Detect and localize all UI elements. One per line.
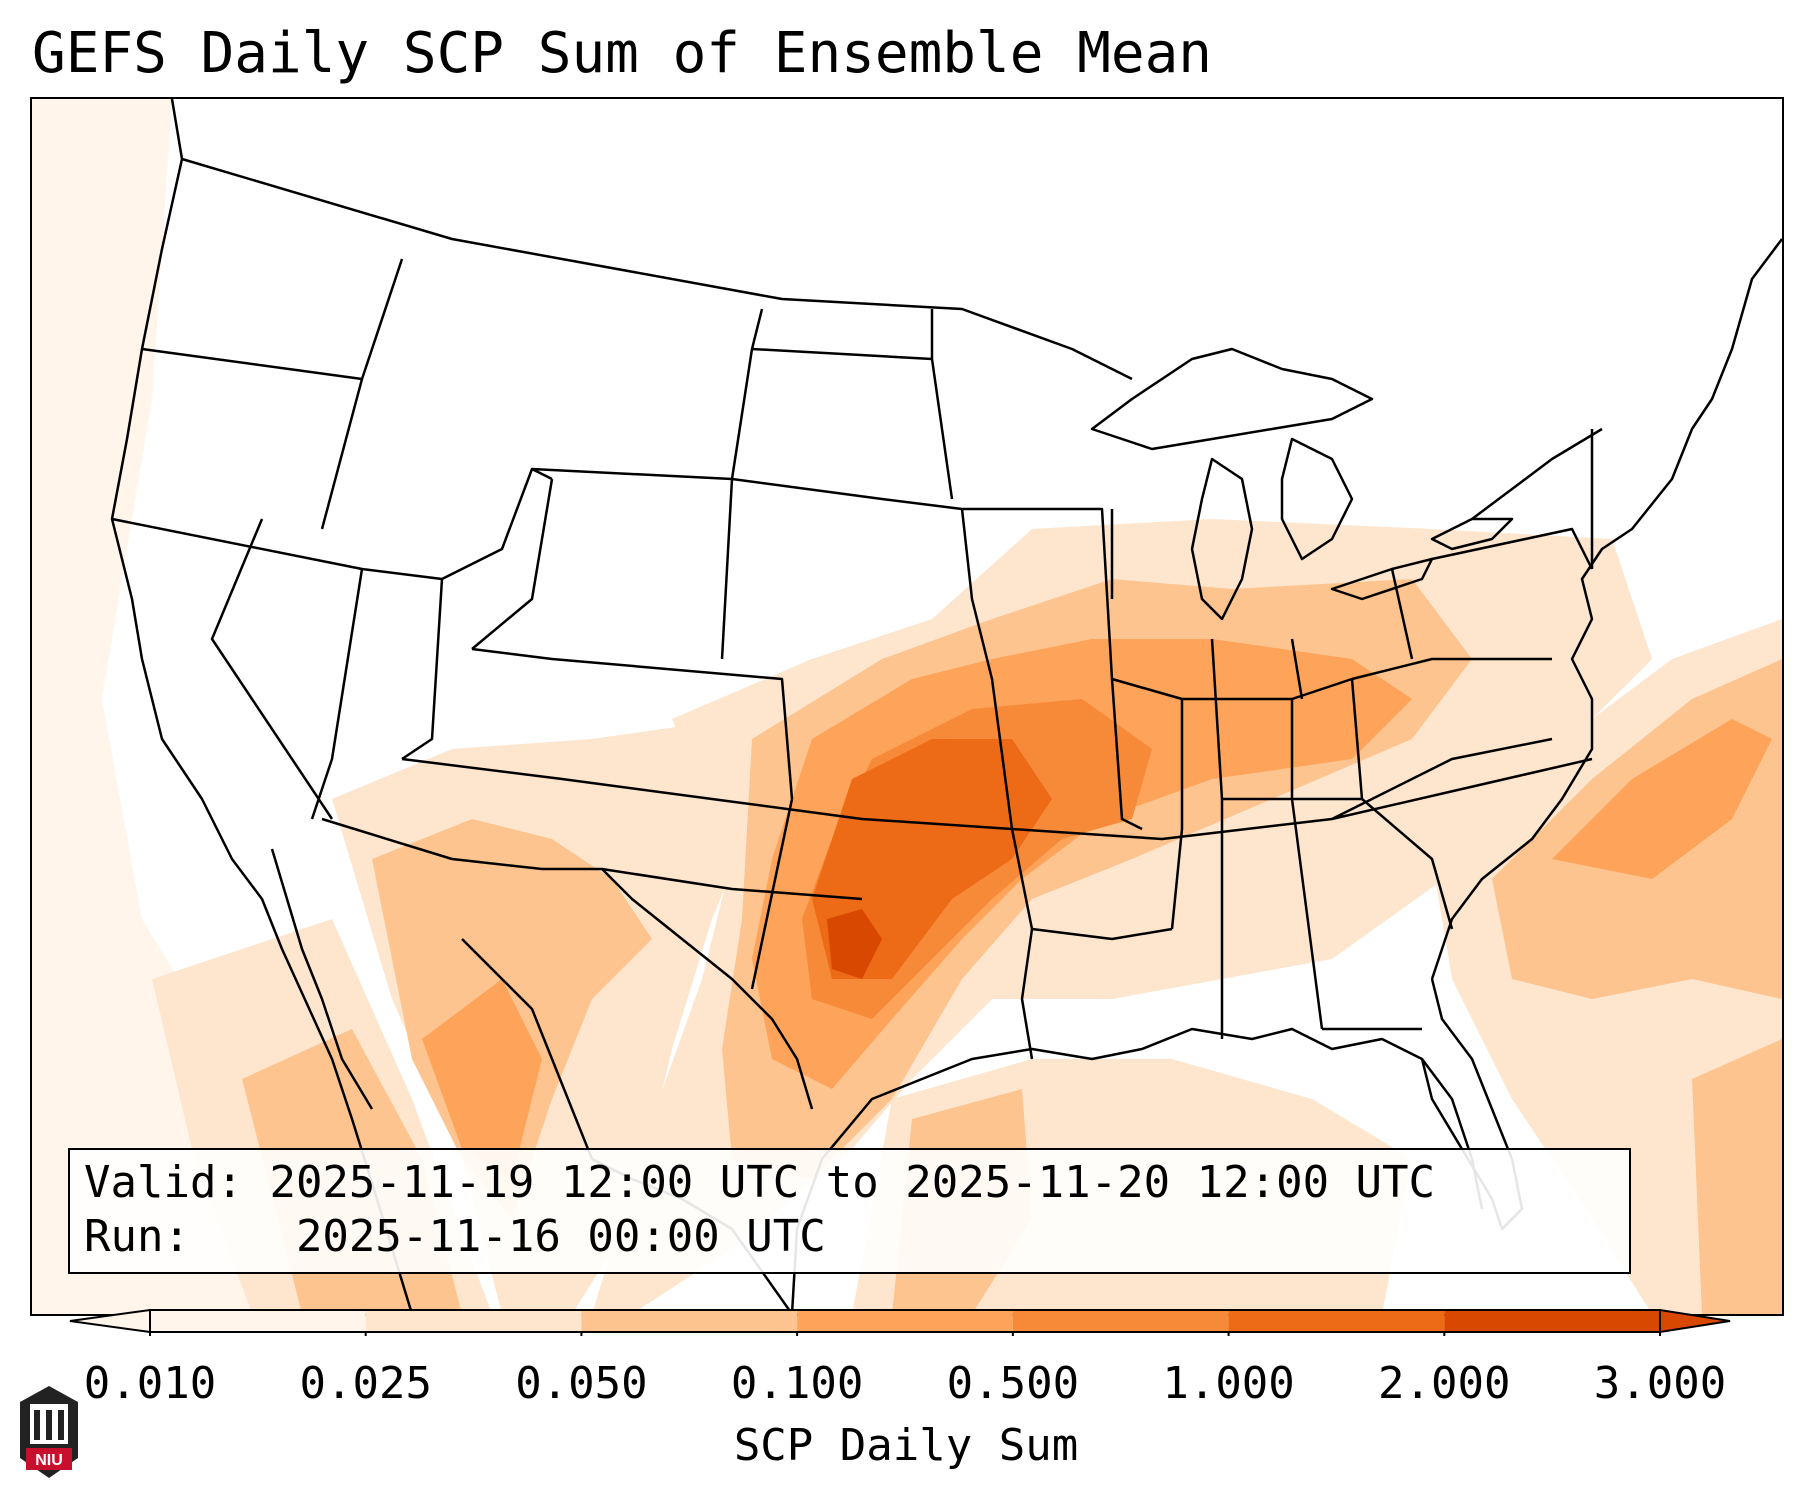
lake-michigan: [1190, 457, 1254, 621]
lake-huron: [1280, 437, 1354, 561]
colorbar-segment: [1228, 1310, 1445, 1332]
us-canada-border: [181, 157, 1133, 381]
lake-superior: [1090, 347, 1374, 451]
map-title: GEFS Daily SCP Sum of Ensemble Mean: [32, 21, 1213, 86]
west-coastline: [110, 99, 414, 1314]
colorbar-label: SCP Daily Sum: [733, 1420, 1079, 1471]
shade-mexico-mid2: [422, 979, 542, 1179]
colorbar-segment: [1444, 1310, 1660, 1332]
us-mexico-border: [321, 817, 814, 1110]
colorbar-tick-label: 0.100: [730, 1358, 864, 1409]
us-gulf-coast: [790, 1027, 1484, 1314]
map-panel: [30, 97, 1784, 1316]
colorbar-segment: [1012, 1310, 1229, 1332]
colorbar-outline: [149, 1309, 1661, 1333]
run-label: Run:: [84, 1211, 190, 1262]
logo-text: NIU: [35, 1452, 63, 1469]
colorbar-extend-high: [1659, 1308, 1731, 1334]
colorbar: [69, 1308, 1731, 1336]
map-canvas: [32, 99, 1782, 1314]
shade-pacific-faint: [32, 99, 352, 1314]
colorbar-tick-label: 0.500: [946, 1358, 1080, 1409]
colorbar-segment: [150, 1310, 366, 1332]
valid-value: 2025-11-19 12:00 UTC to 2025-11-20 12:00…: [269, 1157, 1436, 1208]
shade-oklahoma-dark: [812, 739, 1052, 979]
colorbar-segment: [365, 1310, 582, 1332]
colorbar-tick-label: 0.010: [83, 1358, 217, 1409]
colorbar-tick-label: 2.000: [1378, 1358, 1511, 1409]
colorbar-tick-label: 3.000: [1593, 1358, 1727, 1409]
colorbar-segments: [69, 1308, 1731, 1336]
shade-texas-max: [827, 909, 882, 979]
baja-coastline: [270, 848, 374, 1110]
colorbar-tick-label: 0.025: [299, 1358, 432, 1409]
colorbar-segment: [797, 1310, 1013, 1332]
lake-ontario: [1430, 517, 1514, 551]
shade-atlantic-south: [1692, 1039, 1782, 1314]
shade-atlantic-orange: [1552, 719, 1772, 879]
valid-label: Valid:: [84, 1157, 243, 1208]
state-lines: [111, 258, 1603, 1060]
validity-info-box: Valid: 2025-11-19 12:00 UTC to 2025-11-2…: [68, 1148, 1631, 1274]
east-coastline: [1430, 238, 1782, 980]
colorbar-tick-label: 0.050: [515, 1358, 648, 1409]
niu-logo: NIU: [20, 1386, 78, 1478]
colorbar-segment: [581, 1310, 798, 1332]
run-value: 2025-11-16 00:00 UTC: [295, 1211, 826, 1262]
lake-erie: [1330, 557, 1434, 601]
colorbar-extend-low: [69, 1308, 151, 1334]
scp-shading: [32, 99, 1782, 1314]
colorbar-tick-label: 1.000: [1162, 1358, 1295, 1409]
